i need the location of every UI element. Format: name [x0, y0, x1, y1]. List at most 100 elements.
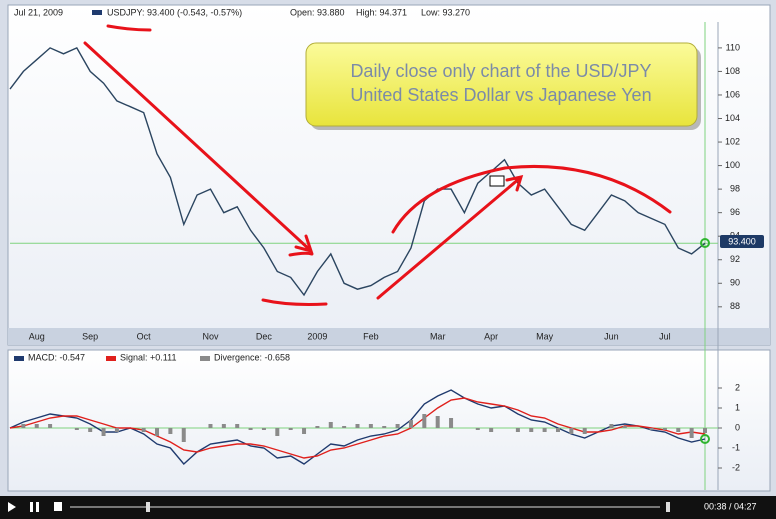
histogram-bar	[622, 426, 627, 428]
note-line: United States Dollar vs Japanese Yen	[350, 85, 651, 105]
histogram-bar	[342, 426, 347, 428]
histogram-bar	[515, 428, 520, 432]
last-marker	[700, 238, 710, 248]
last-marker	[700, 434, 710, 444]
histogram-bar	[315, 426, 320, 428]
note-box	[305, 42, 698, 127]
x-tick-label: Jul	[659, 331, 671, 341]
histogram-bar	[248, 428, 253, 430]
y-tick-label: 104	[725, 113, 740, 123]
histogram-bar	[703, 428, 707, 433]
histogram-bar	[662, 428, 667, 430]
line	[9, 389, 706, 466]
legend-swatch	[106, 356, 116, 361]
y-tick-label: 110	[726, 42, 740, 52]
histogram-bar	[408, 420, 413, 428]
arrow-down	[83, 41, 314, 254]
histogram-bar	[569, 428, 574, 434]
x-axis-band	[8, 328, 770, 345]
histogram-bar	[542, 428, 547, 432]
line	[9, 397, 706, 459]
histogram-bar	[74, 428, 79, 430]
histogram-bar	[275, 428, 280, 436]
note-line: Daily close only chart of the USD/JPY	[350, 61, 651, 81]
pause-button[interactable]	[30, 502, 33, 512]
pause-button[interactable]	[36, 502, 39, 512]
x-tick-label: Oct	[137, 331, 152, 341]
histogram-bar	[649, 428, 654, 430]
arc	[391, 164, 672, 234]
high: High: 94.371	[356, 7, 407, 17]
time: 00:38 / 04:27	[704, 501, 757, 511]
x-tick-label: Mar	[430, 331, 446, 341]
stroke	[288, 251, 314, 257]
legend-swatch	[14, 356, 24, 361]
histogram-bar	[235, 424, 240, 428]
legend-label: Divergence: -0.658	[214, 352, 290, 362]
y-tick-label: 96	[730, 207, 740, 217]
histogram-bar	[288, 428, 293, 430]
histogram-bar	[34, 424, 39, 428]
histogram-bar	[181, 428, 186, 442]
y-tick-label: 102	[725, 136, 740, 146]
histogram-bar	[395, 424, 400, 428]
legend-swatch	[92, 10, 102, 15]
x-tick-label: May	[536, 331, 554, 341]
histogram-bar	[676, 428, 681, 432]
symbol: USDJPY: 93.400 (-0.543, -0.57%)	[107, 7, 242, 17]
macd-panel	[7, 349, 771, 492]
histogram-bar	[475, 428, 480, 430]
x-tick-label: Apr	[484, 331, 498, 341]
histogram-bar	[449, 418, 454, 428]
histogram-bar	[529, 428, 534, 432]
price-tag-text: 93.400	[728, 236, 756, 246]
seek-track[interactable]	[70, 506, 660, 508]
volume-handle[interactable]	[666, 502, 670, 512]
histogram-bar	[582, 428, 587, 434]
x-tick-label: Jun	[604, 331, 619, 341]
histogram-bar	[368, 424, 373, 428]
histogram-bar	[155, 428, 160, 436]
low: Low: 93.270	[421, 7, 470, 17]
histogram-bar	[221, 424, 226, 428]
y-tick-label: 106	[725, 89, 740, 99]
histogram-bar	[382, 426, 387, 428]
histogram-bar	[168, 428, 173, 434]
histogram-bar	[21, 424, 26, 428]
histogram-bar	[355, 424, 360, 428]
x-tick-label: Nov	[202, 331, 219, 341]
stop-button[interactable]	[54, 502, 62, 511]
histogram-bar	[689, 428, 694, 438]
play-button[interactable]	[8, 502, 16, 512]
x-tick-label: Dec	[256, 331, 273, 341]
x-tick-label: Sep	[82, 331, 98, 341]
histogram-bar	[435, 416, 440, 428]
legend-swatch	[200, 356, 210, 361]
y-tick-label: 98	[730, 183, 740, 193]
histogram-bar	[555, 428, 560, 432]
y-tick-label: 92	[730, 254, 740, 264]
bottom-line	[261, 298, 328, 306]
line	[9, 47, 706, 297]
date: Jul 21, 2009	[14, 7, 63, 17]
histogram-bar	[101, 428, 106, 436]
histogram-bar	[328, 422, 333, 428]
histogram-bar	[114, 428, 119, 432]
legend-label: MACD: -0.547	[28, 352, 85, 362]
y-tick-label: 0	[735, 422, 740, 432]
y-tick-label: 2	[735, 382, 740, 392]
cursor	[489, 175, 505, 187]
seek-handle[interactable]	[146, 502, 150, 512]
histogram-bar	[208, 424, 213, 428]
x-tick-label: 2009	[307, 331, 327, 341]
y-tick-label: -1	[732, 442, 740, 452]
histogram-bar	[422, 414, 427, 428]
arrow-up	[376, 174, 524, 300]
histogram-bar	[609, 424, 614, 428]
y-tick-label: 90	[730, 278, 740, 288]
y-tick-label: 108	[725, 66, 740, 76]
histogram-bar	[141, 428, 146, 432]
histogram-bar	[302, 428, 307, 434]
underline	[106, 24, 152, 32]
